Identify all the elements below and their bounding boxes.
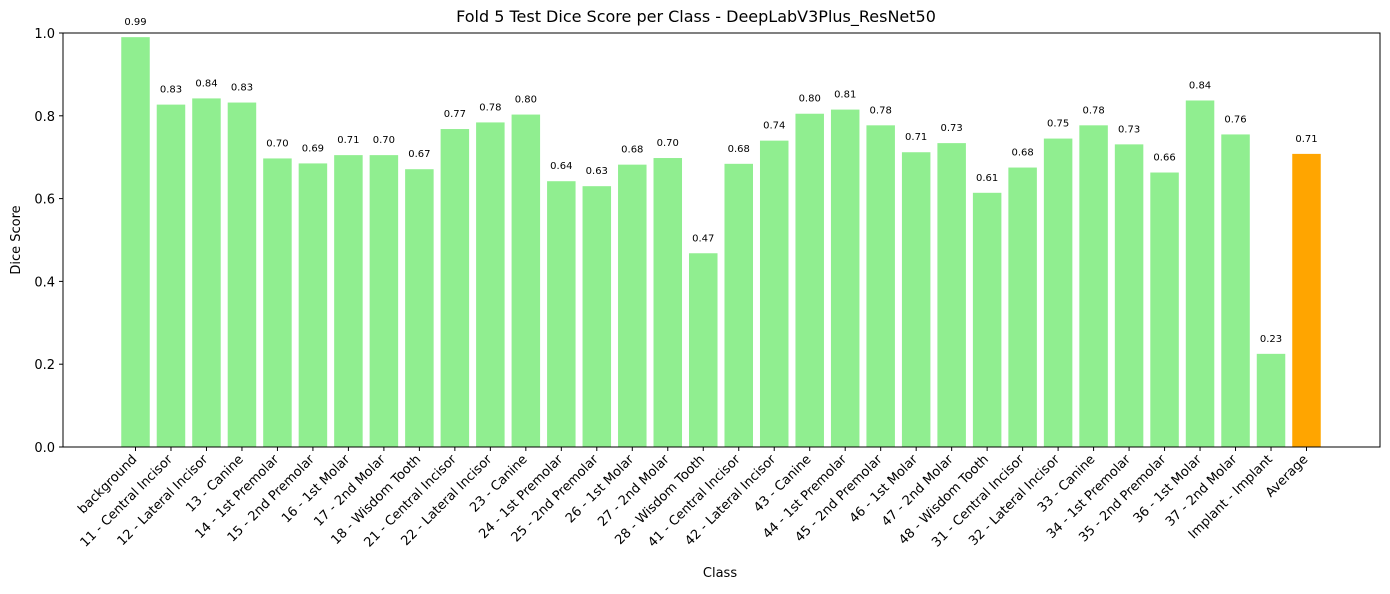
bar (476, 122, 505, 448)
bar-value-label: 0.73 (941, 123, 963, 134)
bar-value-label: 0.78 (1082, 105, 1104, 116)
bar-value-label: 0.68 (728, 144, 750, 155)
bar (263, 158, 292, 447)
bar-value-label: 0.70 (373, 135, 395, 146)
bar (334, 155, 363, 447)
bar (121, 37, 150, 447)
y-tick-label: 1.0 (34, 27, 55, 42)
bar-value-label: 0.80 (515, 95, 537, 106)
bar (405, 169, 434, 447)
bar (511, 114, 541, 447)
y-axis: 0.0 0.2 0.4 0.6 0.8 1.0 (34, 27, 63, 456)
bar (440, 129, 470, 448)
bar (1185, 100, 1215, 447)
bar-value-label: 0.68 (621, 145, 643, 156)
bar (937, 143, 966, 447)
bar-value-label: 0.61 (976, 173, 998, 184)
bar-value-label: 0.73 (1118, 124, 1140, 135)
bar (369, 155, 399, 447)
bar-value-label: 0.78 (870, 105, 892, 116)
bar (724, 163, 753, 447)
y-tick-label: 0.8 (34, 110, 55, 125)
bars-layer (121, 37, 1321, 448)
bar (156, 104, 186, 448)
bar-value-label: 0.74 (763, 121, 785, 132)
bar-value-label: 0.81 (834, 90, 856, 101)
bar (1256, 353, 1286, 447)
bar-value-label: 0.84 (195, 78, 217, 89)
bar-value-label: 0.71 (905, 132, 927, 143)
bar (1079, 125, 1108, 447)
bar-value-label: 0.83 (231, 83, 253, 94)
y-tick-label: 0.6 (34, 193, 55, 208)
bar (830, 109, 860, 447)
bar (866, 125, 895, 447)
bar-value-label: 0.71 (337, 135, 359, 146)
bar (759, 140, 789, 447)
bar-value-label: 0.63 (586, 166, 608, 177)
chart-title: Fold 5 Test Dice Score per Class - DeepL… (456, 7, 936, 27)
bar-value-label: 0.78 (479, 102, 501, 113)
bar-value-label: 0.70 (266, 138, 288, 149)
bar-value-label: 0.68 (1011, 148, 1033, 159)
bar (689, 253, 718, 447)
bar-value-label: 0.66 (1153, 153, 1175, 164)
bar-value-label: 0.84 (1189, 80, 1211, 91)
bar-value-label: 0.80 (799, 94, 821, 105)
bar-value-label: 0.77 (444, 109, 466, 120)
bar (1008, 167, 1037, 448)
bar-value-label: 0.23 (1260, 334, 1282, 345)
bar-value-label: 0.75 (1047, 119, 1069, 130)
y-axis-label: Dice Score (9, 205, 24, 274)
y-tick-label: 0.4 (34, 275, 55, 290)
bar-value-label: 0.70 (657, 138, 679, 149)
bar (547, 181, 576, 447)
bar (618, 164, 647, 447)
bar (1150, 172, 1179, 447)
bar (1114, 144, 1144, 447)
bar (1043, 138, 1073, 447)
plot-frame (62, 32, 1381, 448)
bar (653, 158, 683, 447)
bar-value-label: 0.99 (124, 17, 146, 28)
bar (582, 186, 612, 447)
x-axis-label: Class (703, 566, 737, 581)
bar-value-label: 0.83 (160, 85, 182, 96)
bar (298, 163, 328, 447)
y-tick-label: 0.2 (34, 358, 55, 373)
bar-value-label: 0.64 (550, 161, 572, 172)
y-tick-label: 0.0 (34, 441, 55, 456)
bar (972, 192, 1002, 447)
bar-value-label: 0.69 (302, 143, 324, 154)
bar (1292, 153, 1321, 447)
bar (1221, 134, 1250, 447)
bar-value-label: 0.67 (408, 149, 430, 160)
bar (901, 152, 931, 448)
value-labels-layer: 0.99 0.83 0.84 0.83 0.70 0.69 0.71 0.70 0.67 0.77… (124, 17, 1317, 345)
bar-value-label: 0.47 (692, 233, 714, 244)
bar-value-label: 0.76 (1224, 114, 1246, 125)
bar (192, 98, 221, 447)
bar-value-label: 0.71 (1295, 134, 1317, 145)
bar (795, 113, 824, 447)
bar (227, 102, 257, 448)
